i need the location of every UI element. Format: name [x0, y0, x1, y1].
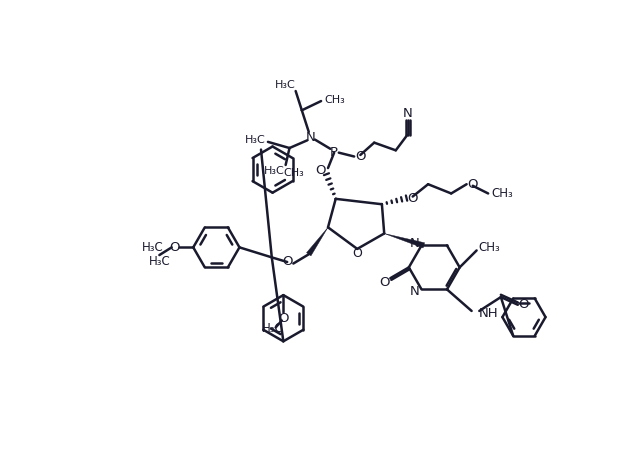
Text: NH: NH — [479, 307, 498, 320]
Polygon shape — [307, 227, 328, 256]
Text: O: O — [283, 256, 293, 268]
Text: O: O — [380, 275, 390, 289]
Text: O: O — [408, 192, 418, 204]
Text: N: N — [403, 107, 413, 120]
Text: H₃C: H₃C — [142, 241, 164, 254]
Text: H₃C: H₃C — [262, 321, 284, 335]
Text: H₃C: H₃C — [264, 166, 284, 176]
Text: O: O — [518, 298, 529, 311]
Text: O: O — [315, 164, 326, 177]
Polygon shape — [384, 234, 424, 248]
Text: O: O — [355, 150, 365, 163]
Text: H₃C: H₃C — [148, 255, 170, 268]
Text: N: N — [410, 285, 419, 298]
Text: O: O — [169, 241, 179, 254]
Text: CH₃: CH₃ — [324, 94, 346, 104]
Text: H₃C: H₃C — [275, 80, 295, 90]
Text: CH₃: CH₃ — [491, 187, 513, 200]
Text: O: O — [467, 178, 478, 191]
Text: P: P — [330, 146, 338, 159]
Text: N: N — [410, 236, 419, 250]
Text: O: O — [353, 247, 362, 260]
Text: H₃C: H₃C — [245, 135, 266, 145]
Text: N: N — [306, 131, 316, 144]
Text: CH₃: CH₃ — [478, 241, 500, 254]
Text: O: O — [278, 313, 289, 325]
Text: CH₃: CH₃ — [283, 168, 304, 178]
